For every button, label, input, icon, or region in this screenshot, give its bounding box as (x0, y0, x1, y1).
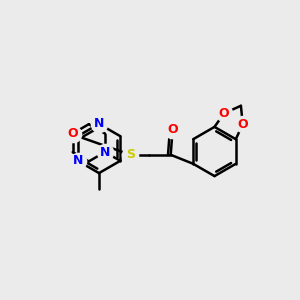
Text: N: N (100, 146, 110, 159)
Text: S: S (126, 148, 135, 161)
Text: O: O (167, 123, 178, 136)
Text: N: N (94, 117, 104, 130)
Text: N: N (73, 154, 83, 167)
Text: O: O (68, 127, 78, 140)
Text: O: O (237, 118, 248, 131)
Text: O: O (219, 107, 230, 120)
